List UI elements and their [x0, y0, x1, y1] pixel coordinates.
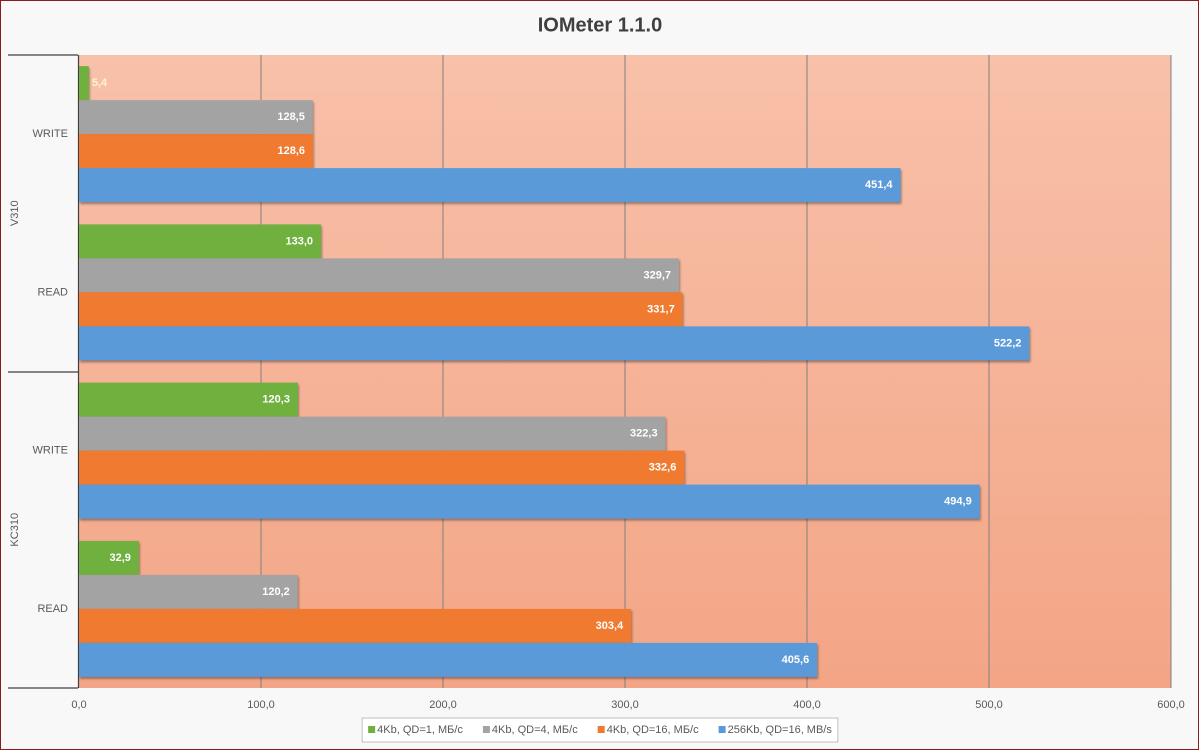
bar [79, 224, 322, 259]
bar [79, 416, 666, 451]
value-label: 322,3 [630, 428, 658, 440]
legend-swatch [482, 726, 490, 733]
legend-label: 4Kb, QD=16, МБ/с [607, 724, 699, 736]
bar [79, 326, 1030, 361]
value-label: 120,3 [262, 394, 290, 406]
x-tick-label: 300,0 [611, 699, 639, 711]
x-tick-label: 500,0 [975, 699, 1003, 711]
bar [79, 574, 298, 609]
value-label: 332,6 [649, 462, 677, 474]
value-label: 303,4 [596, 620, 624, 632]
bar [79, 134, 314, 169]
legend-label: 4Kb, QD=4, МБ/с [492, 724, 578, 736]
category-axis [8, 54, 80, 689]
group-label: V310 [9, 200, 21, 226]
legend-label: 4Kb, QD=1, МБ/с [377, 724, 463, 736]
bar [79, 382, 298, 417]
category-label: WRITE [33, 445, 68, 457]
bar [79, 608, 632, 643]
value-label: 133,0 [286, 235, 314, 247]
bar [79, 450, 685, 485]
value-label: 405,6 [782, 654, 810, 666]
value-label: 120,2 [262, 586, 290, 598]
x-tick-label: 100,0 [247, 699, 275, 711]
value-label: 522,2 [994, 337, 1022, 349]
legend-swatch [597, 726, 605, 733]
x-tick-label: 600,0 [1157, 699, 1185, 711]
bar [79, 642, 818, 677]
bar [79, 292, 683, 327]
bar [79, 66, 89, 101]
legend-swatch [368, 726, 376, 733]
x-tick-label: 200,0 [429, 699, 457, 711]
value-label: 128,5 [277, 111, 305, 123]
value-label: 32,9 [109, 552, 130, 564]
bar [79, 540, 139, 575]
value-label: 331,7 [647, 303, 675, 315]
value-label: 494,9 [944, 496, 972, 508]
legend-swatch [718, 726, 726, 733]
bar [79, 484, 980, 519]
legend: 4Kb, QD=1, МБ/с 4Kb, QD=4, МБ/с 4Kb, QD=16… [361, 717, 839, 743]
bar [79, 168, 901, 203]
value-label: 128,6 [278, 145, 306, 157]
category-label: READ [37, 286, 68, 298]
x-tick-label: 0,0 [71, 699, 86, 711]
legend-label: 256Kb, QD=16, MB/s [728, 724, 833, 736]
bar [79, 100, 313, 135]
value-label: 329,7 [644, 269, 672, 281]
chart-title: IOMeter 1.1.0 [538, 14, 663, 36]
group-label: KC310 [9, 513, 21, 547]
x-tick-label: 400,0 [793, 699, 821, 711]
value-label: 5,4 [92, 77, 108, 89]
value-label: 451,4 [865, 179, 893, 191]
category-label: READ [37, 603, 68, 615]
bar [79, 258, 680, 293]
category-label: WRITE [33, 128, 68, 140]
